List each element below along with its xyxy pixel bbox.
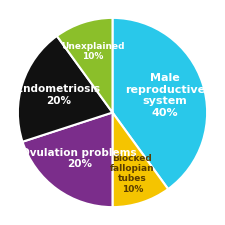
Text: Male
reproductive
system
40%: Male reproductive system 40% <box>125 73 205 118</box>
Wedge shape <box>112 112 168 207</box>
Text: Endometriosis
20%: Endometriosis 20% <box>16 84 101 106</box>
Wedge shape <box>57 18 112 112</box>
Wedge shape <box>112 18 207 189</box>
Text: Unexplained
10%: Unexplained 10% <box>61 42 124 61</box>
Text: Ovulation problems
20%: Ovulation problems 20% <box>21 148 137 169</box>
Wedge shape <box>18 36 112 142</box>
Wedge shape <box>22 112 112 207</box>
Text: Blocked
fallopian
tubes
10%: Blocked fallopian tubes 10% <box>110 154 155 194</box>
